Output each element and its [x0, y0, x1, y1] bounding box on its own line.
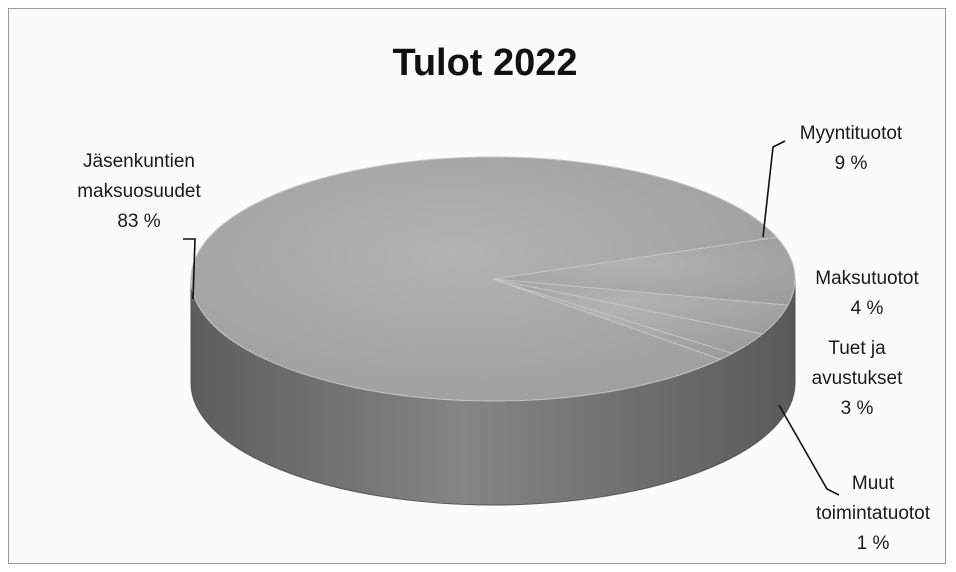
slice-value-text: 9 % [835, 153, 868, 174]
slice-label-text: Maksutuotot [815, 268, 919, 289]
leader-line-jäsenkuntien-maksuosuudet [183, 238, 196, 300]
slice-value-text: 83 % [117, 211, 160, 232]
slice-label-text: avustukset [812, 368, 904, 389]
slice-label-myyntituotot: Myyntituotot 9 % [800, 123, 903, 174]
slice-label-jäsenkuntien-maksuosuudet: Jäsenkuntien maksuosuudet 83 % [77, 151, 201, 232]
chart-title: Tulot 2022 [392, 42, 577, 84]
leader-lines [183, 140, 840, 496]
slice-label-muut-toimintatuotot: Muut toimintatuotot 1 % [816, 473, 931, 554]
slice-labels: Myyntituotot 9 % Maksutuotot 4 % Tuet ja avus… [77, 123, 931, 554]
slice-label-text: Tuet ja [828, 338, 886, 359]
slice-label-text: Jäsenkuntien [83, 151, 195, 172]
pie-slice-myyntituotot [492, 236, 796, 306]
slice-label-maksutuotot: Maksutuotot 4 % [815, 268, 919, 319]
pie-slice-jäsenkuntien-maksuosuudet [190, 156, 778, 402]
slice-label-text: maksuosuudet [77, 181, 201, 202]
slice-label-tuet-ja-avustukset: Tuet ja avustukset 3 % [812, 338, 904, 419]
chart-frame: Tulot 2022 Myyntituotot 9 % Maksutuotot 4 %… [8, 8, 946, 564]
slice-label-text: toimintatuotot [816, 503, 931, 524]
slice-value-text: 3 % [841, 398, 874, 419]
slice-label-text: Myyntituotot [800, 123, 903, 144]
slice-label-text: Muut [852, 473, 895, 494]
slice-value-text: 1 % [857, 533, 890, 554]
leader-line-myyntituotot [762, 140, 786, 238]
slice-value-text: 4 % [851, 298, 884, 319]
pie-chart: Tulot 2022 Myyntituotot 9 % Maksutuotot 4 %… [77, 42, 931, 554]
leader-line-muut-toimintatuotot [778, 404, 840, 496]
pie-top-face [190, 156, 796, 402]
